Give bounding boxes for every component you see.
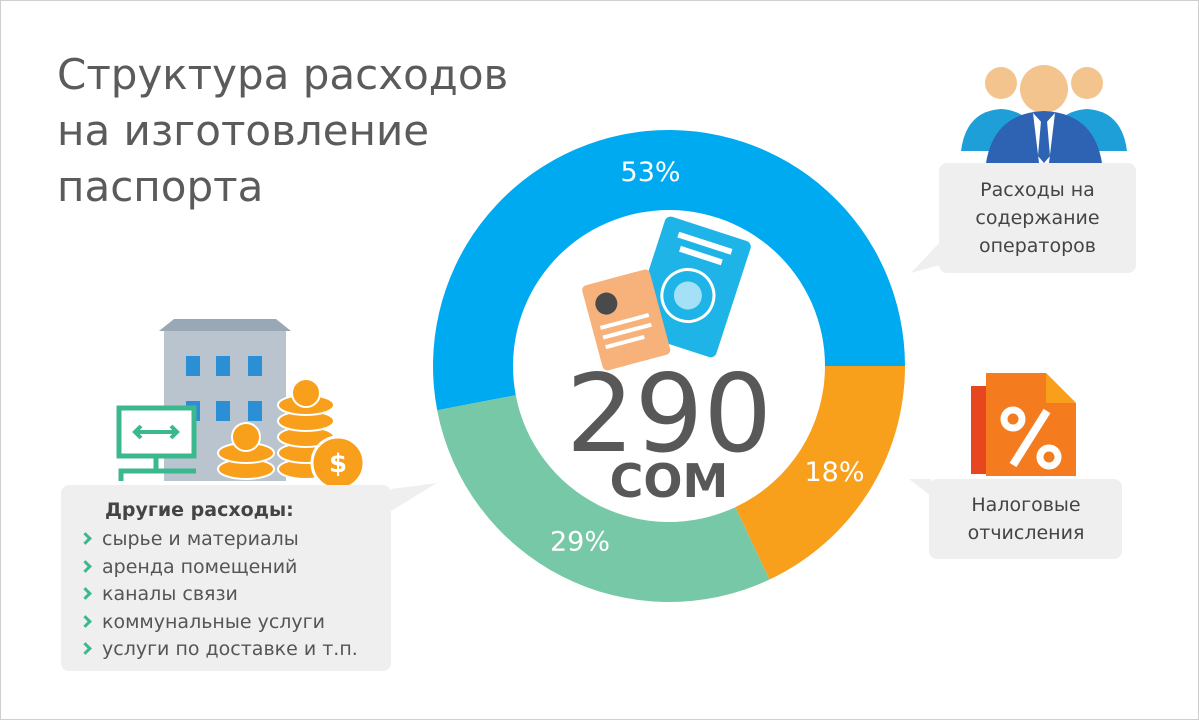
list-item: услуги по доставке и т.п. xyxy=(81,636,358,664)
tax-icon xyxy=(971,373,1076,476)
value-label: 53% xyxy=(621,157,681,188)
building-icon: $ xyxy=(116,319,366,491)
donut-segment xyxy=(437,395,770,602)
item-list: сырье и материалы аренда помещений каналы … xyxy=(81,526,358,664)
category-label: Расходы на содержание операторов xyxy=(975,179,1100,257)
title: Структура расходов на изготовление паспо… xyxy=(57,50,509,211)
donut: 53% 18% 29% xyxy=(433,130,905,602)
passport-icon xyxy=(582,216,751,371)
value-label: 18% xyxy=(804,457,864,488)
list-item: аренда помещений xyxy=(81,554,358,582)
center-unit: СОМ xyxy=(610,454,729,508)
donut-segment xyxy=(433,130,905,411)
list-item: коммунальные услуги xyxy=(81,609,358,637)
callout xyxy=(939,163,1136,273)
donut-segment xyxy=(735,366,905,580)
people-icon xyxy=(961,65,1127,163)
callout xyxy=(929,479,1122,559)
list-item: каналы связи xyxy=(81,581,358,609)
category-label: Другие расходы: xyxy=(105,499,294,521)
category-label: Налоговые отчисления xyxy=(967,494,1085,544)
svg-text:$: $ xyxy=(329,449,347,479)
list-item: сырье и материалы xyxy=(81,526,358,554)
center-value: 290 xyxy=(566,352,772,477)
value-label: 29% xyxy=(550,527,610,558)
